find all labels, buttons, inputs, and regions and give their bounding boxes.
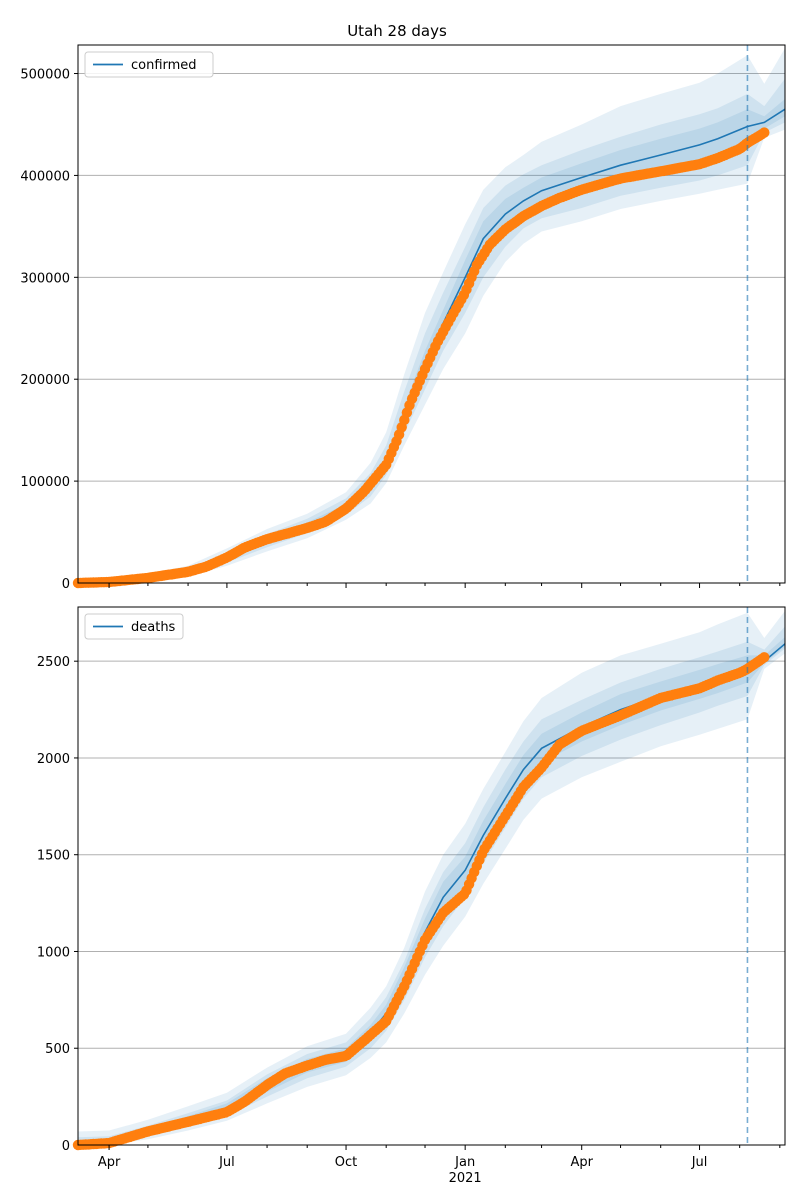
observed-point: [759, 652, 770, 663]
confidence-band: [78, 99, 785, 583]
confirmed-panel: 0 100000 200000 300000 400000 500000 confirmed: [20, 44, 786, 592]
legend-box: [84, 51, 214, 78]
y-tick-label: 0: [62, 1139, 70, 1154]
confidence-band: [78, 610, 785, 1145]
y-tick-label: 500000: [20, 68, 70, 83]
y-tick-label: 200000: [20, 373, 70, 388]
x-tick-label: Jul: [218, 1155, 235, 1170]
legend-label: deaths: [131, 620, 176, 635]
x-year-label: 2021: [449, 1171, 482, 1186]
y-tick-label: 100000: [20, 475, 70, 490]
observed-point: [759, 127, 770, 138]
legend-box: [84, 613, 184, 640]
plot-frame: [77, 606, 786, 1146]
y-tick-label: 2000: [37, 752, 70, 767]
x-tick-label: Apr: [570, 1155, 593, 1170]
plot-frame: [77, 44, 786, 584]
y-tick-label: 2500: [37, 655, 70, 670]
y-tick-label: 300000: [20, 271, 70, 286]
x-tick-label: Jan: [454, 1155, 475, 1170]
confidence-band: [78, 78, 785, 583]
y-tick-label: 0: [62, 577, 70, 592]
y-tick-label: 500: [45, 1042, 70, 1057]
x-tick-label: Jul: [691, 1155, 708, 1170]
legend-label: confirmed: [131, 58, 197, 73]
y-tick-label: 1000: [37, 945, 70, 960]
x-tick-label: Apr: [98, 1155, 121, 1170]
y-tick-label: 400000: [20, 169, 70, 184]
y-tick-label: 1500: [37, 849, 70, 864]
chart-title: Utah 28 days: [347, 22, 447, 40]
x-tick-label: Oct: [335, 1155, 357, 1170]
confidence-band: [78, 637, 785, 1145]
